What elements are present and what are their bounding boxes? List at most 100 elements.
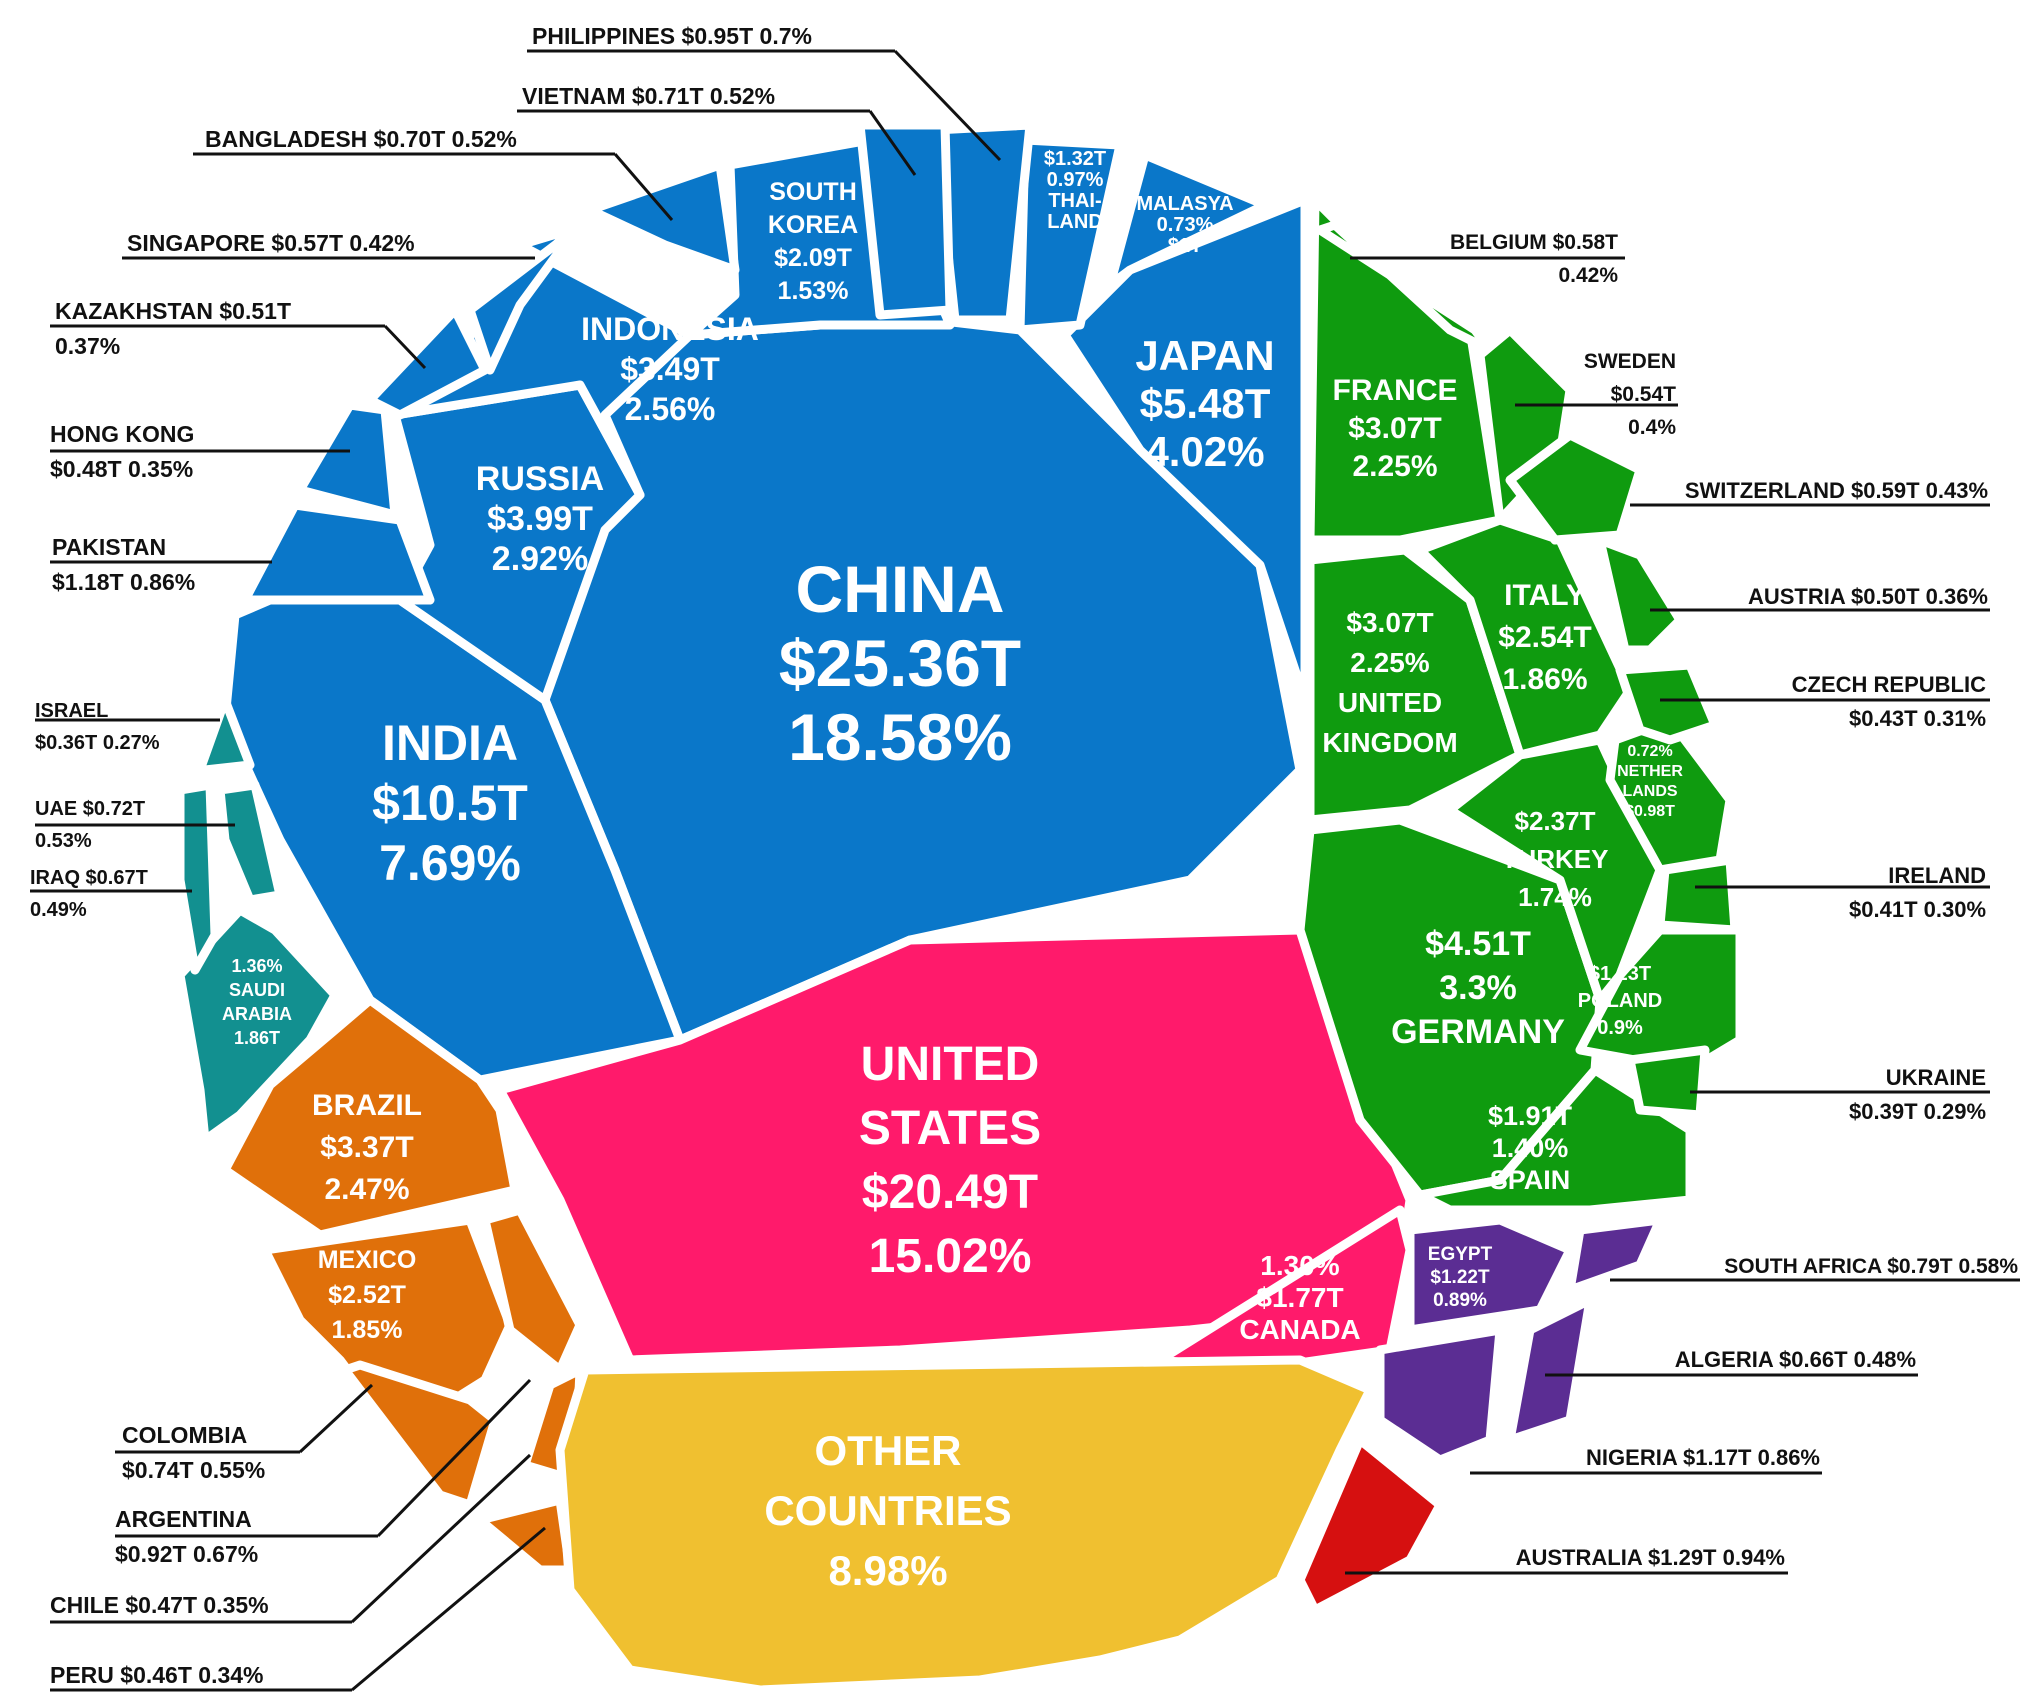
callout-peru: PERU $0.46T 0.34%	[50, 1662, 264, 1688]
label-line: 1.30%	[1260, 1250, 1339, 1281]
label-egypt: EGYPT $1.22T 0.89%	[1428, 1244, 1493, 1311]
callout-philippines: PHILIPPINES $0.95T 0.7%	[532, 23, 812, 49]
callout-line: 0.49%	[30, 899, 87, 921]
cell-iraq	[175, 780, 220, 975]
cell-italy	[1415, 515, 1635, 760]
label-brazil: BRAZIL $3.37T 2.47%	[312, 1089, 422, 1206]
label-line: $25.36T	[779, 626, 1021, 700]
callout-pakistan: PAKISTAN $1.18T 0.86%	[52, 534, 195, 595]
label-line: LANDS	[1622, 783, 1677, 800]
label-line: 2.25%	[1350, 647, 1429, 678]
callout-line: $0.39T 0.29%	[1849, 1099, 1986, 1124]
cell-switzerland	[1505, 430, 1645, 545]
callout-austria: AUSTRIA $0.50T 0.36%	[1748, 584, 1988, 609]
callout-line: UKRAINE	[1886, 1065, 1986, 1090]
label-line: $1.77T	[1256, 1282, 1343, 1313]
callout-line: SOUTH AFRICA $0.79T 0.58%	[1724, 1255, 2018, 1278]
callout-algeria: ALGERIA $0.66T 0.48%	[1675, 1347, 1916, 1372]
cell-ireland	[1655, 855, 1740, 935]
callout-chile: CHILE $0.47T 0.35%	[50, 1592, 269, 1618]
callout-line: SWITZERLAND $0.59T 0.43%	[1685, 478, 1988, 503]
callout-line: NIGERIA $1.17T 0.86%	[1586, 1445, 1820, 1470]
label-line: GERMANY	[1391, 1013, 1565, 1051]
cell-argentina	[480, 1205, 585, 1375]
callout-pointer-colombia	[298, 1383, 374, 1454]
label-line: COUNTRIES	[764, 1487, 1011, 1534]
label-line: $3.07T	[1348, 412, 1441, 445]
callout-line: VIETNAM $0.71T 0.52%	[522, 83, 775, 109]
cell-saudi-arabia	[175, 905, 340, 1145]
cell-colombia	[340, 1360, 500, 1510]
label-line: $2.54T	[1498, 621, 1591, 654]
callout-pointer-kazakhstan	[383, 324, 427, 370]
callout-line: 0.37%	[55, 333, 120, 359]
callout-line: HONG KONG	[50, 421, 194, 447]
label-france: FRANCE $3.07T 2.25%	[1333, 374, 1458, 483]
label-line: $1T	[1168, 235, 1202, 257]
label-line: POLAND	[1578, 990, 1662, 1012]
label-line: 0.89%	[1433, 1290, 1487, 1311]
label-line: $20.49T	[862, 1166, 1038, 1219]
callout-ukraine: UKRAINE $0.39T 0.29%	[1849, 1065, 1986, 1124]
label-germany: $4.51T 3.3% GERMANY	[1391, 925, 1565, 1051]
cell-austria	[1595, 535, 1685, 655]
label-line: 0.72%	[1627, 743, 1672, 760]
label-india: INDIA $10.5T 7.69%	[372, 715, 528, 891]
cell-bangladesh	[585, 160, 740, 275]
label-line: UNITED	[1338, 687, 1442, 718]
callout-line: $0.92T 0.67%	[115, 1541, 258, 1567]
callout-line: BELGIUM $0.58T	[1450, 231, 1618, 254]
callout-line: CHILE $0.47T 0.35%	[50, 1592, 269, 1618]
callout-pointer-chile	[350, 1453, 532, 1624]
callout-line: 0.42%	[1558, 264, 1618, 287]
label-line: 1.36%	[231, 956, 282, 976]
label-line: $4.51T	[1425, 925, 1531, 963]
cell-israel	[195, 695, 255, 775]
callout-line: CZECH REPUBLIC	[1792, 672, 1986, 697]
label-line: $2.09T	[774, 244, 852, 272]
label-line: $1.91T	[1488, 1101, 1573, 1131]
cell-ukraine	[1625, 1045, 1710, 1120]
label-italy: ITALY $2.54T 1.86%	[1498, 579, 1591, 696]
callout-line: $0.48T 0.35%	[50, 456, 193, 482]
label-line: $2.52T	[328, 1281, 406, 1309]
cell-brazil	[220, 995, 520, 1240]
cell-singapore	[465, 225, 580, 375]
label-saudi-arabia: 1.36% SAUDI ARABIA 1.86T	[222, 956, 292, 1048]
callout-south-africa: SOUTH AFRICA $0.79T 0.58%	[1724, 1255, 2018, 1278]
callout-belgium: BELGIUM $0.58T 0.42%	[1450, 231, 1618, 287]
callout-line: ALGERIA $0.66T 0.48%	[1675, 1347, 1916, 1372]
label-line: NETHER	[1617, 763, 1683, 780]
callout-line: PHILIPPINES $0.95T 0.7%	[532, 23, 812, 49]
callout-colombia: COLOMBIA $0.74T 0.55%	[122, 1422, 265, 1483]
label-line: INDONESIA	[581, 311, 759, 347]
callout-line: $0.74T 0.55%	[122, 1457, 265, 1483]
label-line: EGYPT	[1428, 1244, 1493, 1265]
callout-line: KAZAKHSTAN $0.51T	[55, 298, 291, 324]
label-china: CHINA $25.36T 18.58%	[779, 552, 1021, 774]
callout-line: SINGAPORE $0.57T 0.42%	[127, 230, 415, 256]
label-russia: RUSSIA $3.99T 2.92%	[476, 460, 604, 578]
callout-line: IRAQ $0.67T	[30, 867, 148, 889]
label-line: FRANCE	[1333, 374, 1458, 407]
callout-line: UAE $0.72T	[35, 798, 145, 820]
cell-australia	[1295, 1435, 1445, 1615]
callout-pointer-bangladesh	[613, 153, 674, 221]
label-line: $3.49T	[620, 351, 720, 387]
label-line: KINGDOM	[1322, 727, 1457, 758]
label-line: CHINA	[796, 552, 1005, 626]
cell-spain	[1415, 1065, 1695, 1215]
label-japan: JAPAN $5.48T 4.02%	[1135, 332, 1274, 475]
label-line: 1.74%	[1518, 882, 1592, 912]
callout-line: AUSTRALIA $1.29T 0.94%	[1516, 1545, 1785, 1570]
cell-nigeria	[1375, 1325, 1505, 1465]
cell-turkey	[1445, 735, 1665, 1005]
label-line: RUSSIA	[476, 460, 604, 498]
label-line: TURKEY	[1502, 844, 1609, 874]
label-line: 1.53%	[778, 277, 849, 305]
cell-south-africa	[1565, 1215, 1665, 1295]
callout-czech-republic: CZECH REPUBLIC $0.43T 0.31%	[1792, 672, 1986, 731]
label-line: THAI-	[1048, 190, 1101, 212]
callout-line: AUSTRIA $0.50T 0.36%	[1748, 584, 1988, 609]
